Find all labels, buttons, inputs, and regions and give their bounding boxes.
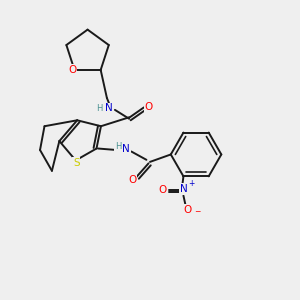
Text: N: N [122, 144, 130, 154]
Text: O: O [144, 102, 153, 112]
Text: −: − [194, 207, 201, 216]
Text: O: O [158, 185, 166, 195]
Text: N: N [180, 184, 187, 194]
Text: N: N [105, 103, 113, 113]
Text: S: S [73, 158, 80, 168]
Text: +: + [188, 179, 195, 188]
Text: O: O [183, 205, 191, 214]
Text: H: H [96, 104, 102, 113]
Text: O: O [68, 65, 76, 75]
Text: H: H [115, 142, 122, 151]
Text: O: O [128, 175, 136, 185]
